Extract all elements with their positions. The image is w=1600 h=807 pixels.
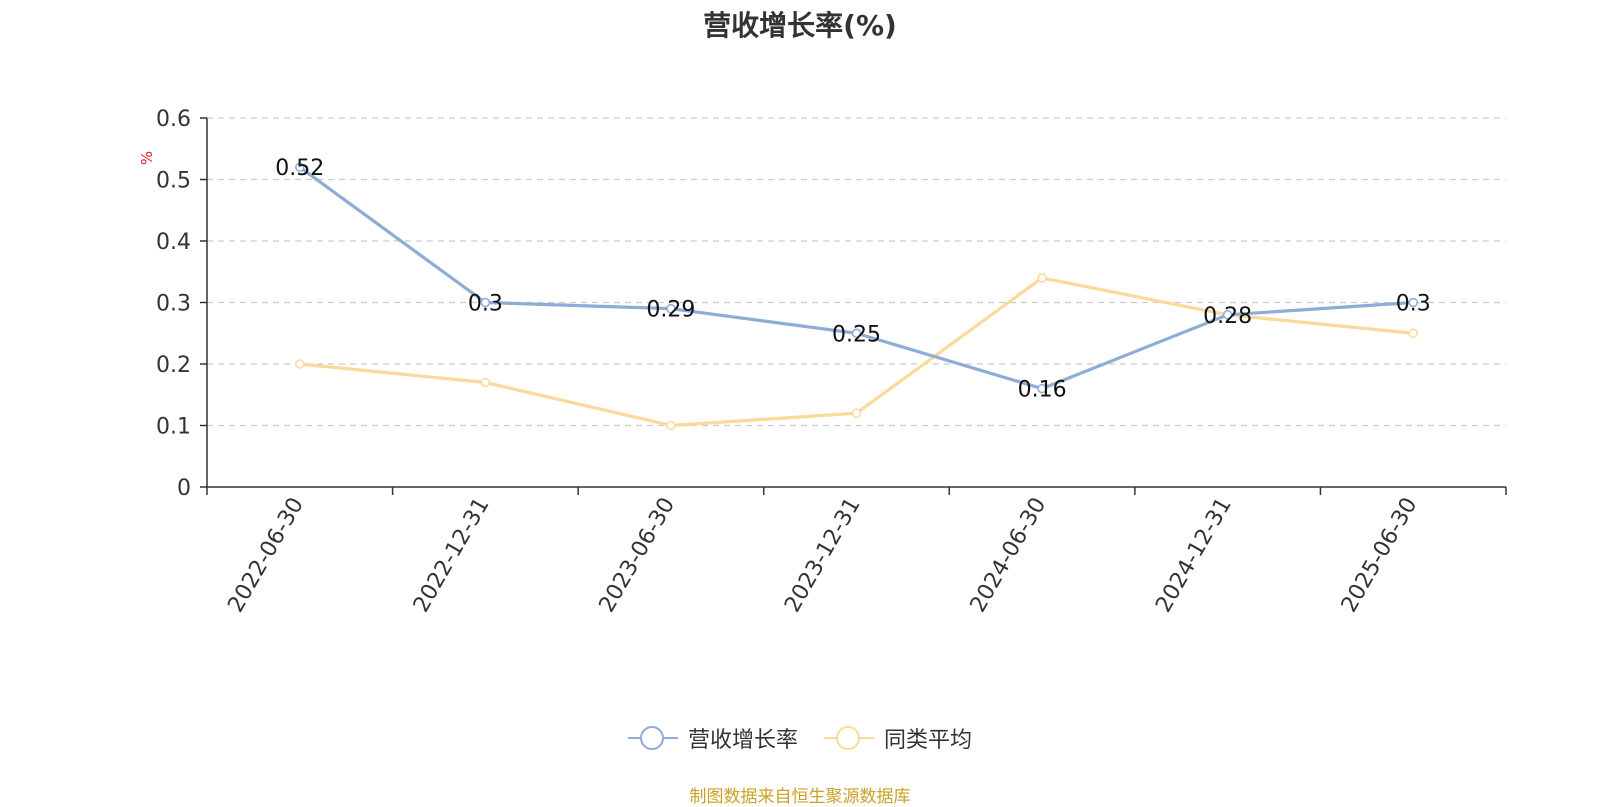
data-point-revenue-growth xyxy=(666,303,676,314)
source-note: 制图数据来自恒生聚源数据库 xyxy=(689,787,911,807)
data-point-peer-average xyxy=(851,408,862,418)
y-tick-label: 0.1 xyxy=(156,415,191,440)
series-line-peer-average xyxy=(299,276,1414,428)
data-label: 0.52 xyxy=(275,156,324,181)
chart-title: 营收增长率(%) xyxy=(703,9,897,42)
legend-item-peer-average[interactable]: 同类平均 xyxy=(824,722,972,754)
x-tick-label: 2025-06-30 xyxy=(1337,494,1423,617)
y-tick-label: 0.6 xyxy=(156,107,191,132)
data-label: 0.3 xyxy=(468,292,503,317)
data-point-revenue-growth xyxy=(480,297,491,308)
legend: 营收增长率 同类平均 xyxy=(0,722,1600,754)
data-label: 0.28 xyxy=(1203,304,1252,329)
data-label: 0.16 xyxy=(1018,378,1067,403)
y-axis-label: % xyxy=(138,151,156,165)
legend-label-revenue-growth: 营收增长率 xyxy=(687,728,798,753)
y-tick-label: 0.2 xyxy=(156,353,191,378)
data-label: 0.3 xyxy=(1396,292,1431,317)
x-tick-label: 2024-06-30 xyxy=(966,494,1052,617)
x-tick-label: 2022-06-30 xyxy=(223,494,309,617)
y-tick-label: 0.4 xyxy=(156,230,191,255)
data-point-revenue-growth xyxy=(1222,310,1233,320)
data-point-revenue-growth xyxy=(1037,383,1047,394)
x-tick-label: 2024-12-31 xyxy=(1151,494,1237,617)
series-line-revenue-growth xyxy=(298,165,1414,391)
data-point-revenue-growth xyxy=(851,328,862,338)
x-tick-label: 2023-12-31 xyxy=(780,494,866,617)
y-tick-label: 0.3 xyxy=(156,292,191,317)
y-tick-label: 0.5 xyxy=(156,169,191,194)
legend-label-peer-average: 同类平均 xyxy=(884,728,973,753)
data-point-peer-average xyxy=(1037,273,1047,283)
x-tick-label: 2022-12-31 xyxy=(409,494,495,617)
data-point-peer-average xyxy=(480,377,491,388)
legend-item-revenue-growth[interactable]: 营收增长率 xyxy=(627,722,798,754)
data-label: 0.29 xyxy=(646,298,695,323)
data-point-revenue-growth xyxy=(295,162,305,172)
legend-swatch-revenue-growth xyxy=(627,725,678,751)
legend-swatch-peer-average xyxy=(824,725,874,751)
data-point-revenue-growth xyxy=(1408,297,1418,308)
data-point-peer-average xyxy=(295,359,305,369)
data-point-peer-average xyxy=(1408,328,1418,338)
data-point-peer-average xyxy=(666,420,676,431)
data-label: 0.25 xyxy=(832,322,881,347)
y-tick-label: 0 xyxy=(177,476,191,501)
x-tick-label: 2023-06-30 xyxy=(595,494,681,617)
